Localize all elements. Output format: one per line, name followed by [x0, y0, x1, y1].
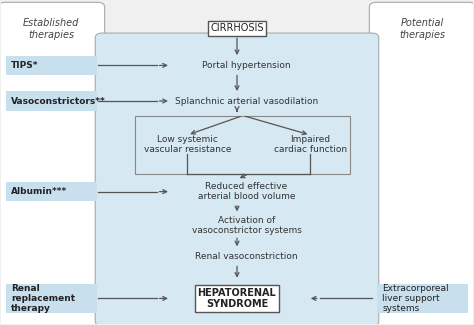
- Text: Extracorporeal
liver support
systems: Extracorporeal liver support systems: [382, 283, 449, 313]
- Text: Portal hypertension: Portal hypertension: [202, 61, 291, 70]
- FancyBboxPatch shape: [369, 2, 474, 325]
- Text: TIPS*: TIPS*: [11, 61, 38, 70]
- Text: Activation of
vasoconstrictor systems: Activation of vasoconstrictor systems: [191, 216, 301, 235]
- Text: Vasoconstrictors**: Vasoconstrictors**: [11, 97, 106, 106]
- Bar: [377, 284, 468, 313]
- Text: HEPATORENAL
SYNDROME: HEPATORENAL SYNDROME: [198, 288, 276, 309]
- Bar: [6, 182, 97, 201]
- Text: Low systemic
vascular resistance: Low systemic vascular resistance: [144, 135, 231, 154]
- Bar: [136, 116, 350, 174]
- Text: Established
therapies: Established therapies: [23, 19, 80, 40]
- FancyBboxPatch shape: [95, 33, 379, 325]
- Text: Splanchnic arterial vasodilation: Splanchnic arterial vasodilation: [175, 97, 318, 106]
- Text: CIRRHOSIS: CIRRHOSIS: [210, 23, 264, 33]
- Bar: [6, 91, 97, 111]
- Bar: [6, 56, 97, 75]
- Text: Impaired
cardiac function: Impaired cardiac function: [273, 135, 347, 154]
- Text: Albumin***: Albumin***: [11, 187, 67, 196]
- Text: Renal
replacement
therapy: Renal replacement therapy: [11, 283, 75, 313]
- Text: Renal vasoconstriction: Renal vasoconstriction: [195, 252, 298, 261]
- Text: Potential
therapies: Potential therapies: [400, 19, 446, 40]
- Text: Reduced effective
arterial blood volume: Reduced effective arterial blood volume: [198, 182, 295, 201]
- Bar: [6, 284, 97, 313]
- FancyBboxPatch shape: [0, 2, 105, 325]
